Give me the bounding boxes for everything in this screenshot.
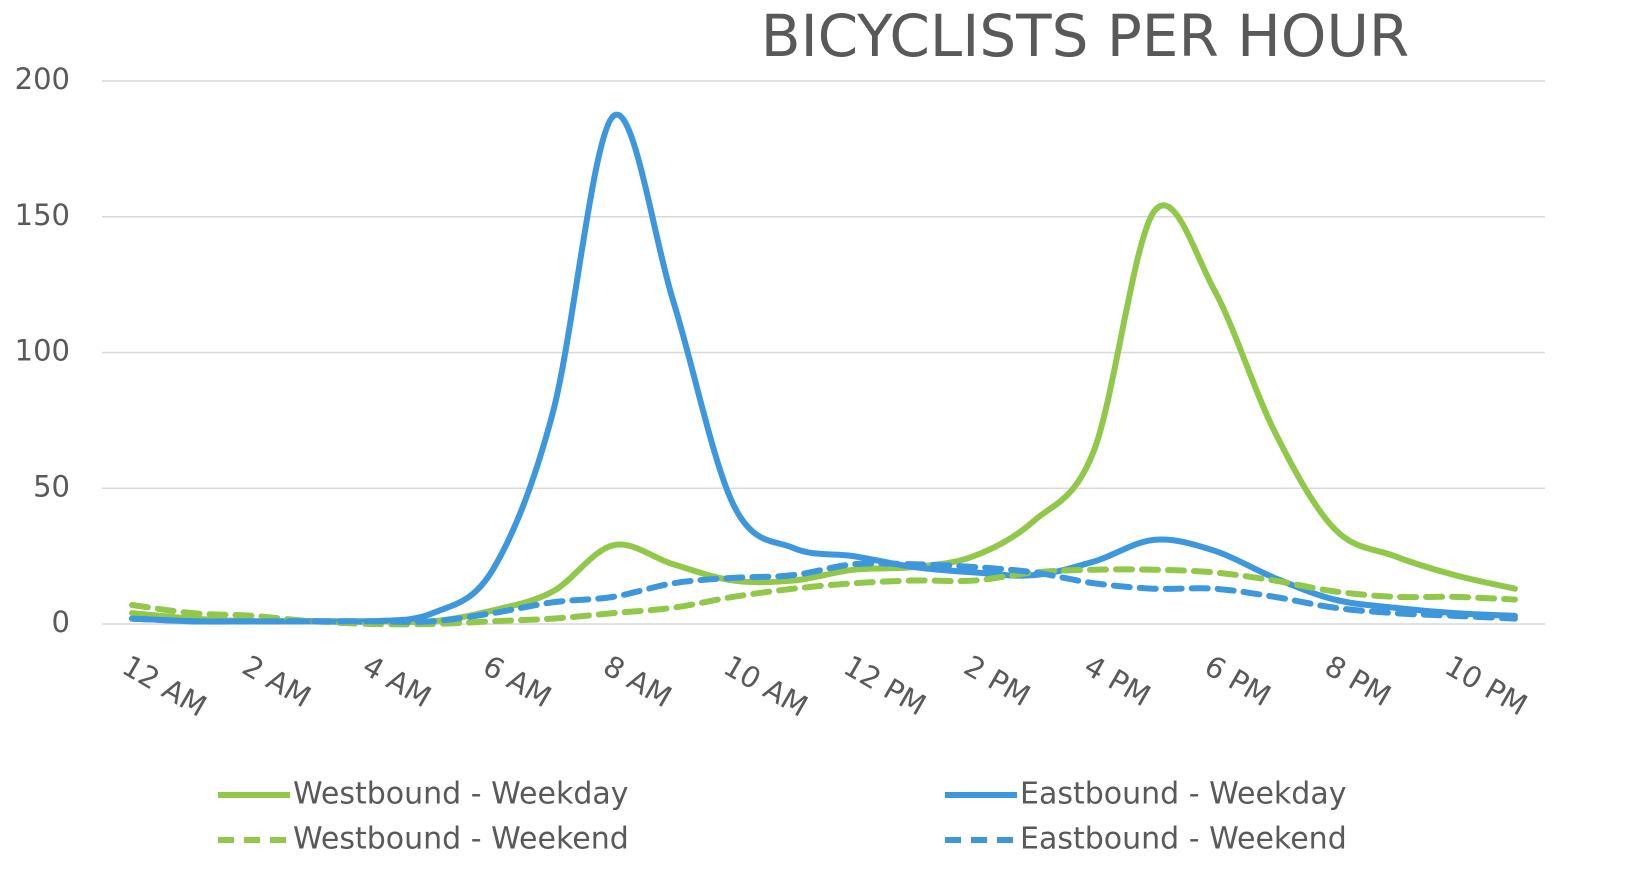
x-tick-label: 12 PM	[838, 649, 932, 723]
series-line	[129, 111, 1518, 625]
x-tick-label: 4 AM	[357, 649, 437, 715]
legend-label: Eastbound - Weekend	[1020, 822, 1347, 857]
legend-label: Westbound - Weekday	[293, 777, 629, 812]
y-tick-label: 200	[15, 62, 70, 96]
x-tick-label: 6 PM	[1199, 649, 1277, 714]
x-tick-label: 6 AM	[477, 649, 557, 715]
x-tick-label: 2 AM	[237, 649, 317, 715]
x-tick-label: 8 AM	[598, 649, 678, 715]
x-tick-label: 8 PM	[1319, 649, 1397, 714]
chart-title: BICYCLISTS PER HOUR	[761, 2, 1409, 70]
x-tick-label: 10 AM	[718, 649, 814, 724]
x-tick-label: 12 AM	[117, 649, 213, 724]
series-line	[129, 202, 1518, 626]
y-tick-label: 50	[33, 469, 70, 503]
y-tick-label: 100	[15, 334, 70, 368]
x-tick-label: 10 PM	[1439, 649, 1533, 723]
x-tick-label: 4 PM	[1079, 649, 1157, 714]
legend-label: Eastbound - Weekday	[1020, 777, 1346, 812]
y-tick-label: 0	[52, 605, 70, 639]
x-tick-label: 2 PM	[958, 649, 1036, 714]
legend-label: Westbound - Weekend	[293, 822, 629, 857]
series-line	[129, 560, 1518, 625]
y-tick-label: 150	[15, 198, 70, 232]
